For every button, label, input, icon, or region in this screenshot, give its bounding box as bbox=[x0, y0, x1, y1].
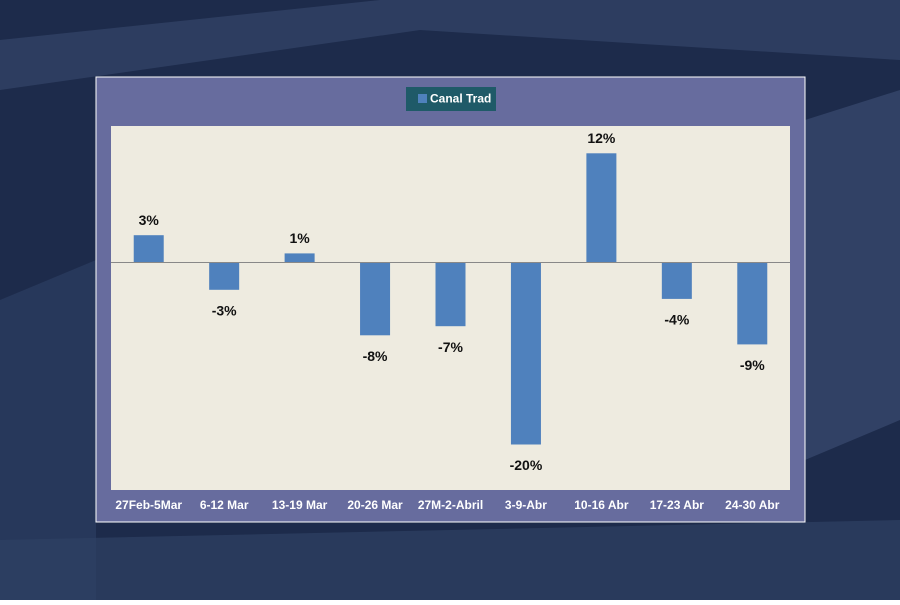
value-label: 12% bbox=[587, 130, 616, 146]
bar bbox=[435, 262, 466, 327]
bar bbox=[510, 262, 541, 445]
x-tick-label: 13-19 Mar bbox=[272, 498, 328, 512]
bar bbox=[661, 262, 692, 299]
x-tick-label: 27M-2-Abril bbox=[418, 498, 483, 512]
background-shape bbox=[0, 260, 96, 600]
value-label: -8% bbox=[363, 348, 388, 364]
value-label: -20% bbox=[510, 457, 543, 473]
x-tick-label: 17-23 Abr bbox=[650, 498, 705, 512]
value-label: 3% bbox=[139, 212, 160, 228]
value-label: 1% bbox=[289, 230, 310, 246]
x-tick-label: 10-16 Abr bbox=[574, 498, 629, 512]
bar bbox=[737, 262, 768, 345]
bar bbox=[360, 262, 391, 336]
bar bbox=[284, 253, 315, 263]
background-shape bbox=[805, 90, 900, 460]
legend-swatch bbox=[418, 94, 427, 103]
x-tick-label: 3-9-Abr bbox=[505, 498, 547, 512]
bar bbox=[133, 235, 164, 263]
x-tick-label: 24-30 Abr bbox=[725, 498, 780, 512]
bar bbox=[209, 262, 240, 290]
background-shape bbox=[0, 0, 900, 90]
legend-label: Canal Trad bbox=[430, 92, 491, 106]
x-tick-label: 20-26 Mar bbox=[347, 498, 403, 512]
value-label: -7% bbox=[438, 339, 463, 355]
x-tick-label: 6-12 Mar bbox=[200, 498, 249, 512]
value-label: -9% bbox=[740, 357, 765, 373]
x-tick-label: 27Feb-5Mar bbox=[115, 498, 182, 512]
value-label: -3% bbox=[212, 303, 237, 319]
background-shape bbox=[0, 520, 900, 600]
bar bbox=[586, 153, 617, 263]
value-label: -4% bbox=[664, 312, 689, 328]
legend: Canal Trad bbox=[406, 87, 496, 111]
